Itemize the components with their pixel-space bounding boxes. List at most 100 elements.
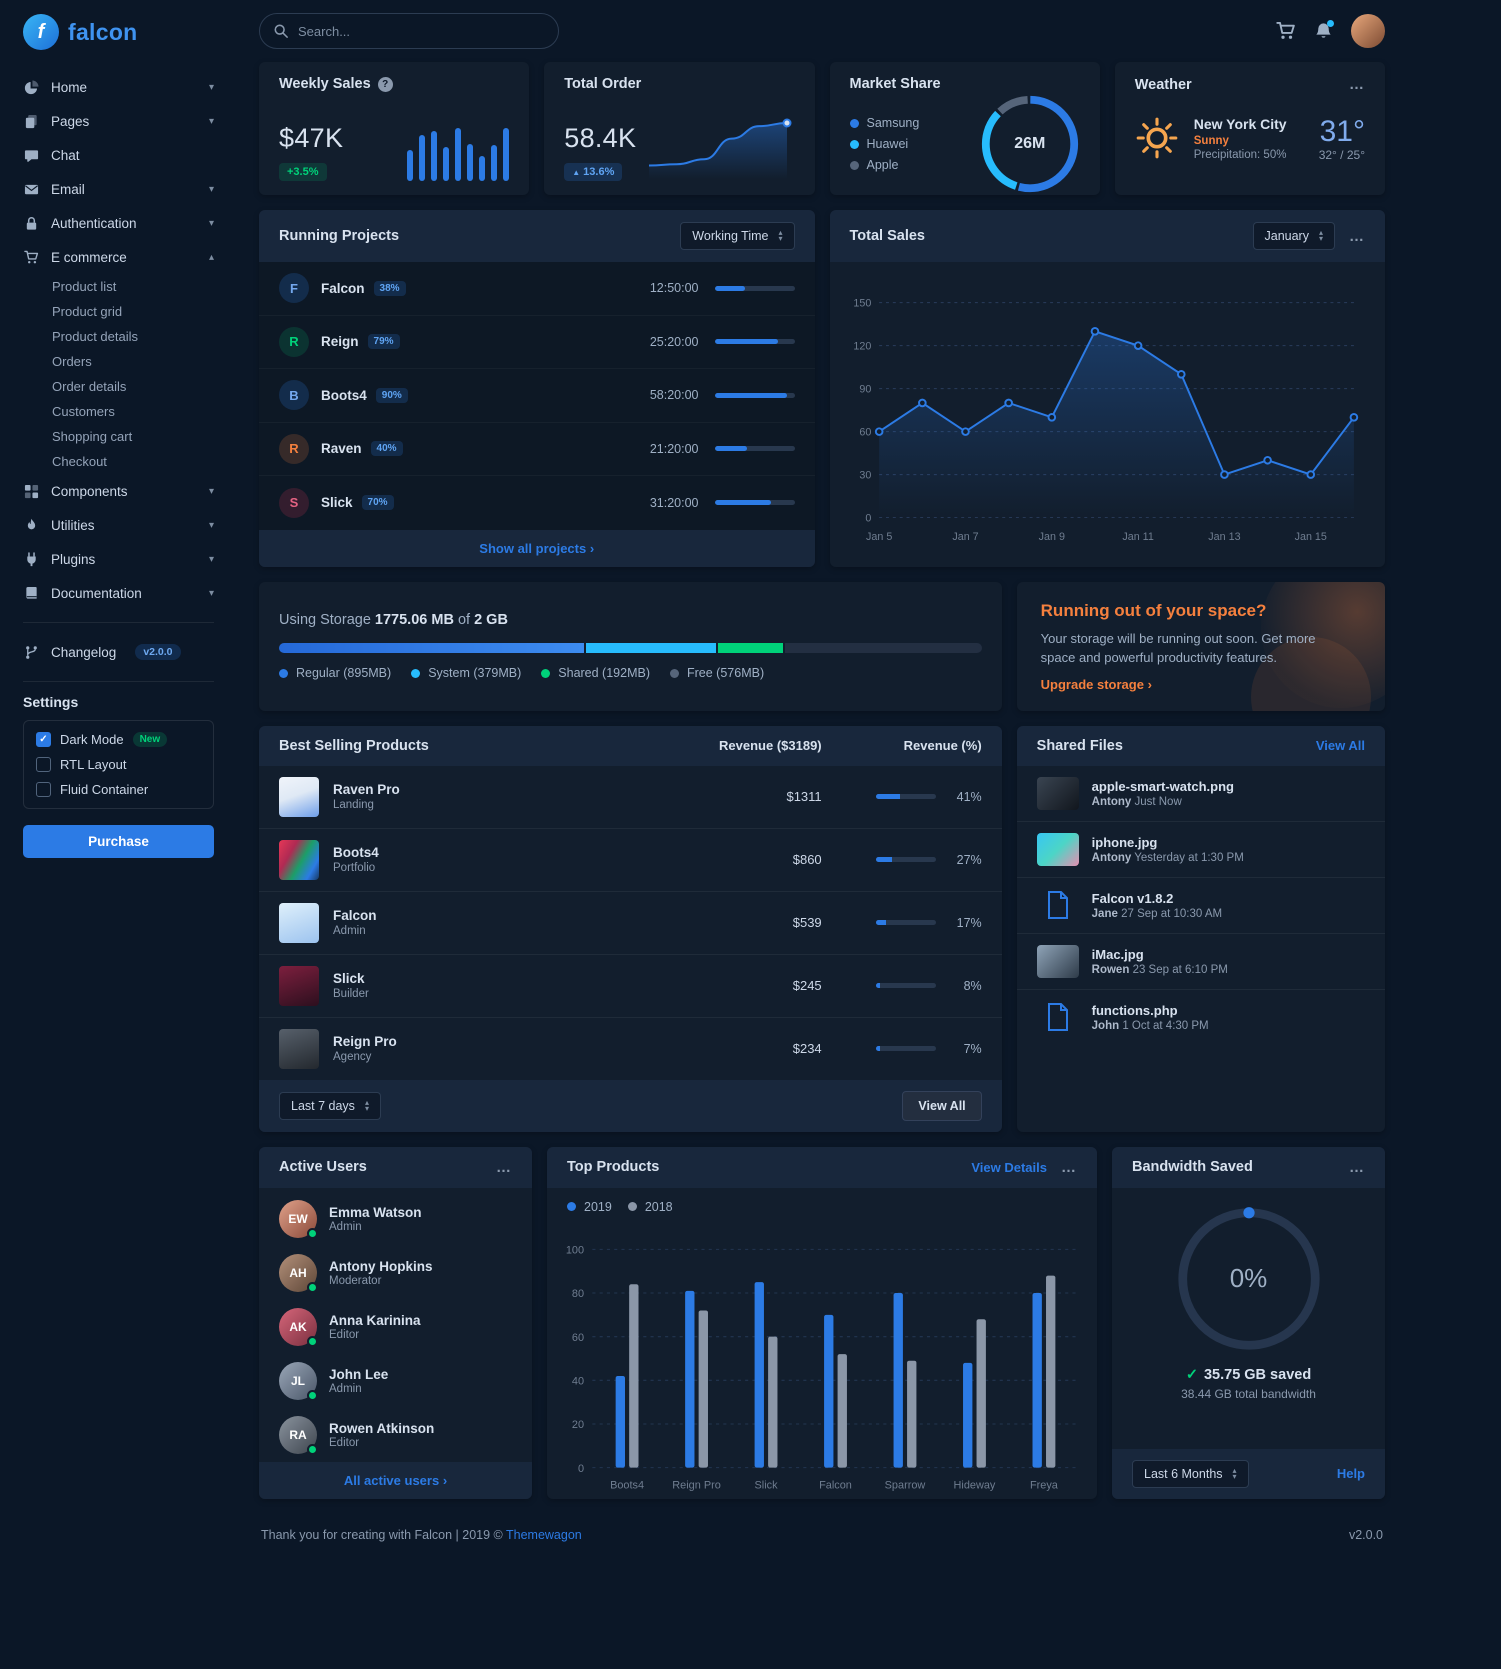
sidebar-nav-item[interactable]: Authentication ▾ <box>23 206 214 240</box>
product-name: Boots4 <box>333 845 379 860</box>
nav-icon <box>23 114 40 129</box>
month-select[interactable]: January ▴ ▾ <box>1252 222 1335 250</box>
chart-series-legend-item[interactable]: 2018 <box>627 1200 673 1214</box>
total-sales-title: Total Sales <box>849 228 925 244</box>
revenue-progress-bar <box>875 983 936 988</box>
more-menu-icon[interactable]: … <box>1349 76 1365 93</box>
shared-file-row[interactable]: iphone.jpg Antony Yesterday at 1:30 PM <box>1016 820 1385 877</box>
active-user-row[interactable]: JL John Lee Admin <box>259 1354 532 1408</box>
sidebar-subnav-item[interactable]: Order details <box>52 379 127 394</box>
themewagon-link[interactable]: Themewagon <box>506 1527 582 1542</box>
checkbox-icon[interactable] <box>36 732 51 747</box>
last6months-select[interactable]: Last 6 Months ▴ ▾ <box>1132 1459 1249 1488</box>
sidebar-subnav-item[interactable]: Product grid <box>52 304 123 319</box>
sidebar-nav-item[interactable]: Documentation ▾ <box>23 576 214 610</box>
sidebar-nav-item[interactable]: Plugins ▾ <box>23 542 214 576</box>
brand-logo[interactable]: f falcon <box>23 14 214 50</box>
sidebar-nav-item[interactable]: Email ▾ <box>23 172 214 206</box>
project-name: Slick <box>321 495 353 511</box>
sidebar-nav-item[interactable]: Home ▾ <box>23 70 214 104</box>
search-input[interactable] <box>296 22 544 40</box>
user-role: Editor <box>329 1328 360 1341</box>
new-badge: New <box>132 732 168 747</box>
sidebar: f falcon Home ▾ Pages ▾ Chat Email ▾ Aut… <box>0 0 235 1669</box>
sidebar-divider <box>23 681 214 682</box>
sidebar-subnav-item[interactable]: Shopping cart <box>52 429 133 444</box>
shared-file-row[interactable]: Falcon v1.8.2 Jane 27 Sep at 10:30 AM <box>1016 876 1385 933</box>
project-row[interactable]: F Falcon 38% 12:50:00 <box>259 262 815 316</box>
show-all-projects-link[interactable]: Show all projects › <box>479 540 595 556</box>
active-user-row[interactable]: RA Rowen Atkinson Editor <box>259 1408 532 1462</box>
checkbox-icon[interactable] <box>36 782 51 797</box>
view-all-button[interactable]: View All <box>902 1090 982 1121</box>
sidebar-subnav-item[interactable]: Customers <box>52 404 115 419</box>
all-active-users-link[interactable]: All active users › <box>343 1472 448 1488</box>
sidebar-nav-item[interactable]: E commerce ▴ <box>23 240 214 274</box>
project-row[interactable]: R Raven 40% 21:20:00 <box>259 422 815 476</box>
more-menu-icon[interactable]: … <box>496 1158 512 1176</box>
help-link[interactable]: Help <box>1336 1466 1365 1481</box>
help-icon[interactable]: ? <box>377 76 393 92</box>
sun-icon <box>1135 116 1181 160</box>
active-user-row[interactable]: EW Emma Watson Admin <box>259 1192 532 1246</box>
sidebar-subnav-item[interactable]: Product list <box>52 279 117 294</box>
sidebar-nav-item[interactable]: Pages ▾ <box>23 104 214 138</box>
revenue-column-header: Revenue ($3189) <box>719 738 822 753</box>
storage-legend-item: System (379MB) <box>411 666 521 680</box>
sidebar-subnav-item[interactable]: Orders <box>52 354 92 369</box>
product-row[interactable]: Reign Pro Agency $234 7% <box>259 1016 1002 1080</box>
nav-item-label: E commerce <box>51 249 127 265</box>
total-order-chart <box>648 118 791 179</box>
last7days-select[interactable]: Last 7 days ▴ ▾ <box>279 1091 381 1120</box>
project-row[interactable]: S Slick 70% 31:20:00 <box>259 476 815 530</box>
sidebar-subnav-item[interactable]: Product details <box>52 329 138 344</box>
product-row[interactable]: Boots4 Portfolio $860 27% <box>259 827 1002 891</box>
shared-file-row[interactable]: iMac.jpg Rowen 23 Sep at 6:10 PM <box>1016 932 1385 989</box>
chart-series-legend-item[interactable]: 2019 <box>567 1200 612 1214</box>
sidebar-subnav-item[interactable]: Checkout <box>52 454 107 469</box>
user-name: Anna Karinina <box>329 1312 421 1328</box>
more-menu-icon[interactable]: … <box>1349 1158 1365 1176</box>
market-share-legend-item: Huawei <box>849 137 920 151</box>
user-avatar[interactable] <box>1351 14 1385 48</box>
settings-toggle[interactable]: Fluid Container <box>36 782 201 797</box>
shared-file-row[interactable]: functions.php John 1 Oct at 4:30 PM <box>1016 988 1385 1045</box>
product-row[interactable]: Slick Builder $245 8% <box>259 953 1002 1017</box>
notifications-bell-icon[interactable] <box>1314 19 1334 41</box>
project-row[interactable]: R Reign 79% 25:20:00 <box>259 315 815 369</box>
product-row[interactable]: Falcon Admin $539 17% <box>259 890 1002 954</box>
storage-segment <box>586 643 716 653</box>
sidebar-item-changelog[interactable]: Changelog v2.0.0 <box>23 635 214 669</box>
purchase-button[interactable]: Purchase <box>23 825 214 858</box>
sidebar-nav-bottom: Components ▾ Utilities ▾ Plugins ▾ Docum… <box>23 474 214 610</box>
settings-toggle[interactable]: Dark Mode New <box>36 732 201 747</box>
active-user-row[interactable]: AH Antony Hopkins Moderator <box>259 1246 532 1300</box>
more-menu-icon[interactable]: … <box>1061 1158 1077 1176</box>
view-all-link[interactable]: View All <box>1315 738 1365 753</box>
more-menu-icon[interactable]: … <box>1349 227 1365 245</box>
project-row[interactable]: B Boots4 90% 58:20:00 <box>259 369 815 423</box>
shared-file-row[interactable]: apple-smart-watch.png Antony Just Now <box>1017 766 1385 821</box>
market-share-legend: Samsung Huawei Apple <box>849 116 920 172</box>
file-name: iMac.jpg <box>1091 946 1144 962</box>
shared-files-title: Shared Files <box>1036 737 1123 754</box>
search-box[interactable] <box>259 13 559 49</box>
topbar <box>259 0 1385 62</box>
storage-segment <box>785 643 982 653</box>
cart-icon[interactable] <box>1276 21 1296 41</box>
active-user-row[interactable]: AK Anna Karinina Editor <box>259 1300 532 1354</box>
sidebar-nav-item[interactable]: Components ▾ <box>23 474 214 508</box>
working-time-select[interactable]: Working Time ▴ ▾ <box>680 222 795 250</box>
file-name: functions.php <box>1091 1002 1178 1018</box>
svg-text:Sparrow: Sparrow <box>885 1479 926 1491</box>
shared-files-card: Shared Files View All apple-smart-watch.… <box>1016 725 1385 1132</box>
sidebar-nav-item[interactable]: Chat <box>23 138 214 172</box>
upgrade-storage-link[interactable]: Upgrade storage › <box>1040 676 1152 692</box>
view-details-link[interactable]: View Details <box>971 1159 1047 1175</box>
storage-row: Using Storage 1775.06 MB of 2 GB Regular… <box>259 581 1385 711</box>
product-row[interactable]: Raven Pro Landing $1311 41% <box>259 766 1002 828</box>
settings-toggle[interactable]: RTL Layout <box>36 757 201 772</box>
chevron-icon: ▾ <box>208 217 214 229</box>
checkbox-icon[interactable] <box>36 757 51 772</box>
sidebar-nav-item[interactable]: Utilities ▾ <box>23 508 214 542</box>
